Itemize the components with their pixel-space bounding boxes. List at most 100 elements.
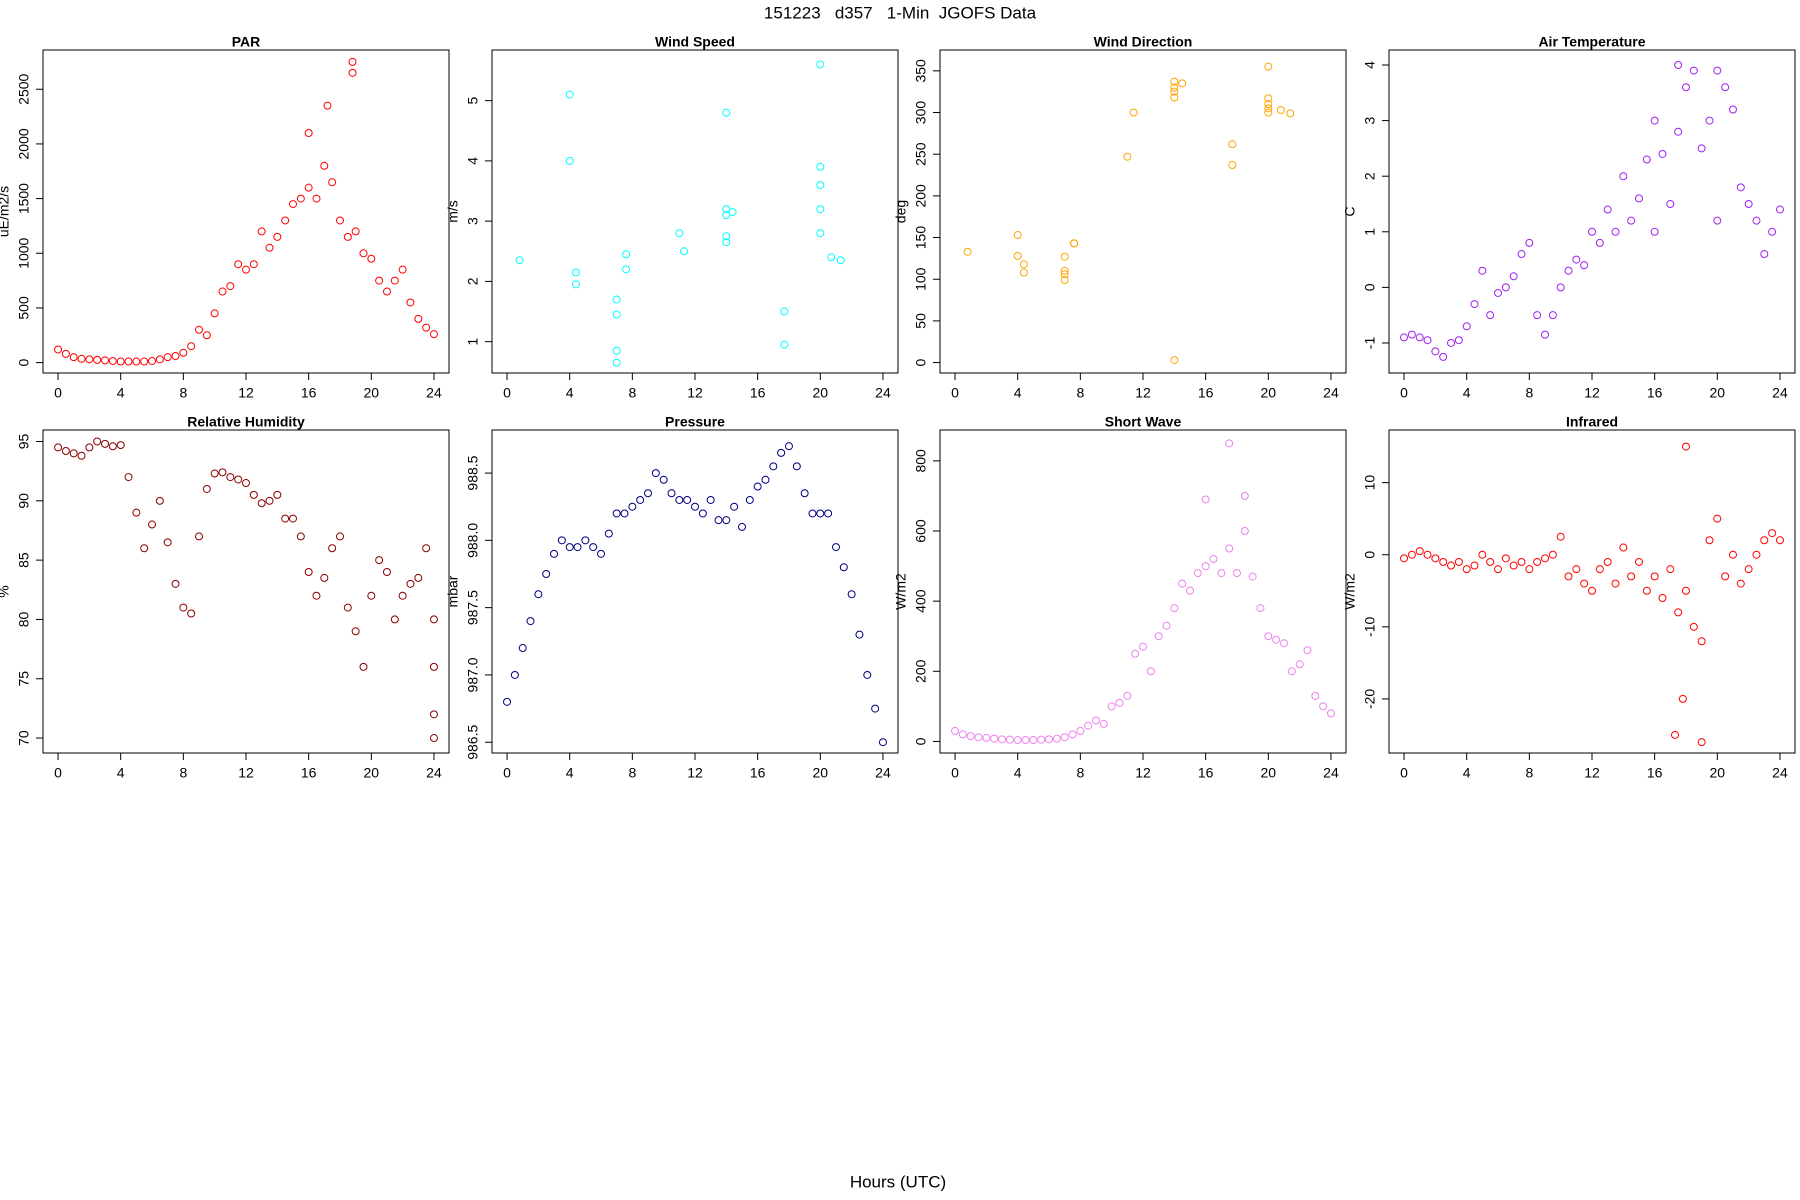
x-tick-label: 16 [750,765,766,781]
point [1650,116,1659,125]
point [1447,338,1456,347]
y-axis-title: C [1342,206,1358,216]
x-tick-label: 0 [951,385,959,401]
point [1595,238,1604,247]
x-tick-label: 12 [1135,385,1151,401]
point [1736,183,1745,192]
point [1595,565,1604,574]
point [1052,734,1061,743]
point [1407,550,1416,559]
point [1170,83,1179,92]
point [1060,252,1069,261]
point [343,603,352,612]
x-tick-label: 20 [1261,385,1277,401]
point [1123,691,1132,700]
y-tick-label: 0 [913,737,929,745]
point [1021,736,1030,745]
point [878,738,887,747]
point [1588,227,1596,236]
point [780,340,789,349]
point [1713,514,1722,523]
point [1264,108,1273,117]
point [1556,532,1565,541]
x-tick-label: 0 [1400,765,1408,781]
point [998,735,1007,744]
y-tick-label: 2 [1362,172,1378,180]
point [1470,300,1479,309]
point [1146,667,1155,676]
x-tick-label: 8 [1525,385,1533,401]
y-tick-label: 986.5 [465,725,481,760]
point [1201,495,1210,504]
point [218,287,227,296]
y-tick-label: 85 [16,552,32,568]
point [1494,288,1503,297]
point [1084,721,1093,730]
point [398,591,407,600]
point [328,178,337,187]
y-tick-label: 3 [465,217,481,225]
point [304,567,313,576]
x-tick-label: 24 [875,765,891,781]
point [93,355,102,364]
plot-frame [42,429,450,754]
point [597,549,606,558]
x-tick-label: 4 [117,765,125,781]
point [1264,104,1273,113]
point [312,194,321,203]
point [1671,730,1680,739]
x-tick-label: 20 [364,765,380,781]
point [1525,565,1534,574]
point [348,68,357,77]
y-tick-label: -20 [1362,689,1378,709]
point [1517,557,1526,566]
point [1415,333,1424,342]
x-tick-label: 24 [875,385,891,401]
point [1501,283,1510,292]
point [234,475,243,484]
point [1697,144,1706,153]
x-tick-label: 20 [1710,385,1726,401]
point [1572,255,1581,264]
y-tick-label: 4 [465,157,481,165]
point [1705,116,1714,125]
y-tick-label: 350 [913,59,929,83]
point [777,448,786,457]
point [1154,632,1163,641]
x-tick-label: 16 [750,385,766,401]
y-tick-label: 100 [913,267,929,291]
point [1076,726,1085,735]
y-tick-label: 2000 [16,128,32,159]
point [288,200,297,209]
x-tick-label: 4 [1463,385,1471,401]
point [195,532,204,541]
point [179,603,188,612]
point [800,489,809,498]
y-tick-label: 988.5 [465,455,481,490]
x-tick-label: 24 [1323,385,1339,401]
point [1178,579,1187,588]
point [1295,660,1304,669]
x-tick-label: 4 [1014,385,1022,401]
point [1060,276,1069,285]
point [1070,239,1079,248]
point [163,538,172,547]
point [406,579,415,588]
panel-title: Air Temperature [1538,34,1645,50]
point [1129,108,1138,117]
point [1564,266,1573,275]
y-tick-label: 0 [1362,551,1378,559]
point [1689,66,1698,75]
point [375,276,384,285]
point [257,499,266,508]
point [218,468,227,477]
point [1619,172,1628,181]
point [730,502,739,511]
point [288,514,297,523]
point [1721,572,1730,581]
x-tick-label: 12 [238,385,254,401]
point [320,161,329,170]
point [375,556,384,565]
x-tick-label: 20 [364,385,380,401]
point [140,544,149,553]
